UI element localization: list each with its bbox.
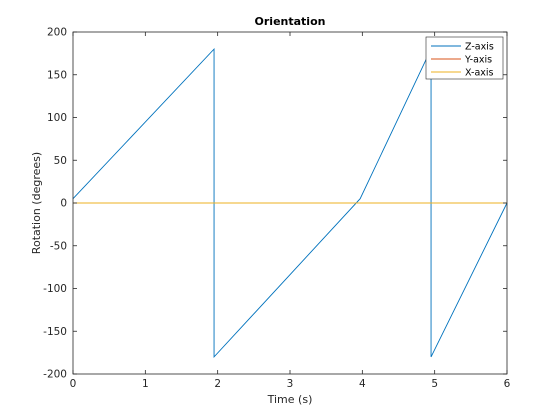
legend-label-z-axis: Z-axis [465,41,494,52]
y-tick-label: -150 [43,326,67,338]
x-tick-label: 5 [431,378,438,390]
y-tick-label: 150 [47,69,67,81]
series-layer [72,47,508,359]
legend-label-y-axis: Y-axis [464,54,492,65]
legend-label-x-axis: X-axis [465,67,494,78]
x-tick-label: 6 [504,378,511,390]
y-ticks: -200 -150 -100 -50 0 50 100 150 200 [43,27,507,381]
y-tick-label: -100 [43,283,67,295]
y-tick-label: 100 [47,112,67,124]
y-tick-label: 200 [47,27,67,39]
x-tick-label: 1 [142,378,149,390]
series-line-z-axis [72,47,508,359]
legend: Z-axis Y-axis X-axis [425,36,504,80]
x-tick-label: 3 [287,378,294,390]
x-ticks: 0 1 2 3 4 5 6 [70,32,511,390]
y-tick-label: -200 [43,369,67,381]
x-tick-label: 0 [70,378,77,390]
y-tick-label: 50 [54,155,67,167]
x-axis-label: Time (s) [267,393,313,406]
chart-title: Orientation [255,15,326,28]
y-tick-label: 0 [60,198,67,210]
legend-entries: Z-axis Y-axis X-axis [431,41,494,78]
x-tick-label: 4 [359,378,366,390]
y-axis-label: Rotation (degrees) [30,152,43,254]
y-tick-label: -50 [50,240,67,252]
x-tick-label: 2 [214,378,221,390]
